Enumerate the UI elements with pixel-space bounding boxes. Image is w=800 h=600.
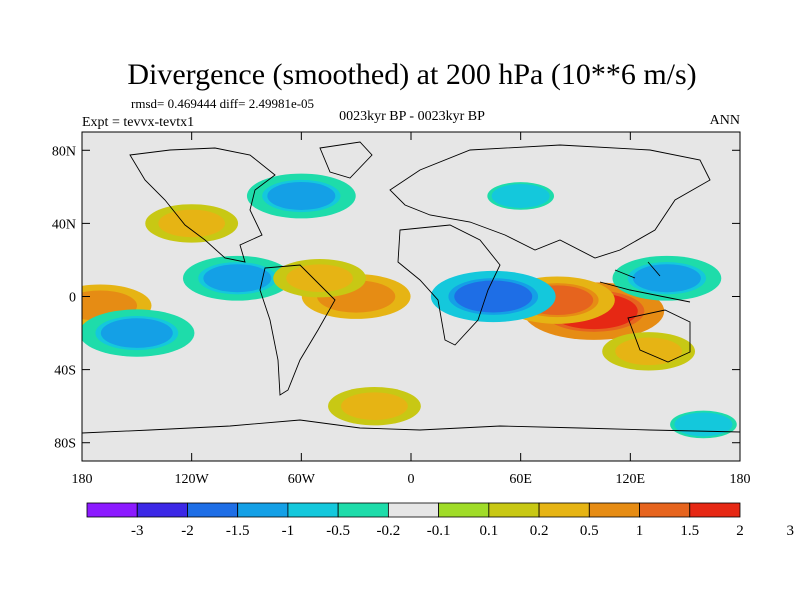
lon-tick-label: 60W — [288, 472, 316, 487]
field-feature-core — [100, 318, 173, 348]
field-feature — [328, 386, 421, 426]
field-feature — [273, 259, 367, 298]
stats-line: rmsd= 0.469444 diff= 2.49981e-05 — [131, 96, 314, 111]
lon-tick-label: 60E — [509, 472, 532, 487]
lat-tick-label: 80N — [52, 144, 76, 159]
colorbar-swatch — [387, 502, 440, 518]
field-feature-core — [674, 412, 733, 437]
field-feature-core — [290, 266, 349, 291]
field-feature-core — [619, 339, 678, 364]
expt-label: Expt = tevvx-tevtx1 — [82, 115, 194, 130]
colorbar-swatch — [639, 502, 691, 518]
coastline-greenland — [319, 141, 373, 179]
plot-title: Divergence (smoothed) at 200 hPa (10**6 … — [127, 58, 696, 91]
field-feature-core — [491, 183, 550, 208]
field-feature-core — [162, 211, 221, 236]
field-feature-core — [345, 394, 404, 419]
colorbar-label: -1.5 — [226, 523, 250, 539]
colorbar-label: -3 — [131, 523, 144, 539]
coastline-africa — [397, 224, 501, 346]
divergence-map — [82, 132, 740, 461]
lat-tick-label: 40N — [52, 217, 76, 232]
colorbar-label: 3 — [786, 523, 794, 539]
colorbar-label: 1.5 — [680, 523, 699, 539]
lon-tick-label: 120E — [616, 472, 646, 487]
colorbar-label: 0.1 — [479, 523, 498, 539]
colorbar-swatch — [488, 502, 540, 518]
colorbar-swatch — [237, 502, 289, 518]
field-feature — [82, 309, 195, 357]
field-feature — [602, 332, 696, 371]
longitude-axis: 180 120W 60W 0 60E 120E 180 — [72, 132, 751, 487]
field-feature-core — [267, 181, 336, 210]
field-feature-core — [454, 280, 533, 313]
field-feature — [474, 176, 568, 216]
colorbar-swatch — [438, 502, 490, 518]
colorbar-label: 2 — [736, 523, 744, 539]
field-feature-core — [203, 264, 272, 293]
coastlines — [82, 141, 740, 434]
colorbar-label: -0.1 — [427, 523, 451, 539]
field-feature — [145, 204, 239, 243]
colorbar-swatch — [538, 502, 590, 518]
field-feature-core — [632, 264, 701, 293]
colorbar-swatch — [187, 502, 239, 518]
coastline-australia — [627, 309, 691, 363]
coastline-antarctica — [82, 419, 740, 434]
coastline-eurasia — [389, 144, 711, 259]
lon-tick-label: 0 — [408, 472, 415, 487]
colorbar-label: 1 — [636, 523, 644, 539]
colorbar-label: -0.2 — [377, 523, 401, 539]
colorbar-label: 0.5 — [580, 523, 599, 539]
colorbar-swatch — [86, 502, 138, 518]
period-label: 0023kyr BP - 0023kyr BP — [339, 109, 485, 124]
field-feature — [430, 270, 556, 323]
field-feature — [246, 173, 356, 219]
colorbar-label: 0.2 — [530, 523, 549, 539]
latitude-axis: 80N 40N 0 40S 80S — [52, 144, 740, 452]
colorbar-swatch — [287, 502, 339, 518]
colorbar-label: -1 — [282, 523, 295, 539]
colorbar: -3 -2 -1.5 -1 -0.5 -0.2 -0.1 0.1 0.2 0.5 1 1.5 2 3 — [86, 502, 794, 539]
colorbar-label: -2 — [181, 523, 194, 539]
colorbar-swatch — [136, 502, 188, 518]
season-label: ANN — [710, 113, 740, 128]
lon-tick-label: 180 — [730, 472, 751, 487]
field-feature — [182, 255, 292, 301]
lat-tick-label: 80S — [54, 437, 76, 452]
colorbar-swatch — [689, 502, 741, 518]
field-feature — [612, 255, 722, 301]
coastline-maritime-continent — [599, 261, 691, 303]
colorbar-swatch — [588, 502, 640, 518]
coastline-south-america — [259, 264, 336, 396]
field-feature — [657, 405, 740, 444]
lat-tick-label: 0 — [69, 291, 76, 306]
colorbar-swatch — [337, 502, 389, 518]
coastline-north-america — [129, 147, 276, 263]
lon-tick-label: 180 — [72, 472, 93, 487]
colorbar-label: -0.5 — [326, 523, 350, 539]
lat-tick-label: 40S — [54, 364, 76, 379]
lon-tick-label: 120W — [175, 472, 210, 487]
field-blobs — [82, 173, 740, 444]
